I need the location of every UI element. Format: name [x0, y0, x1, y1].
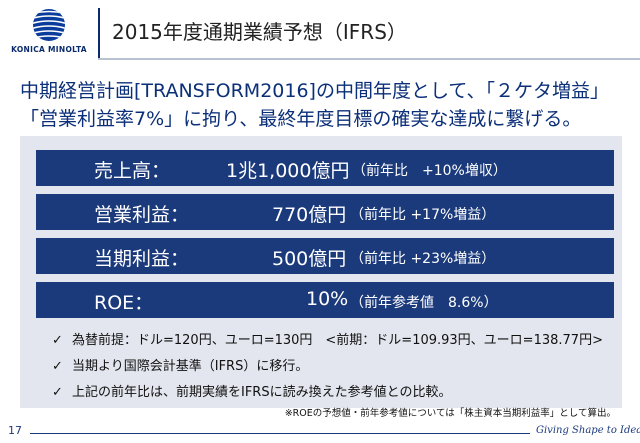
bullet-text: 当期より国際会計基準（IFRS）に移行。 — [72, 359, 309, 374]
metric-label: 営業利益： — [94, 204, 190, 226]
metric-note: （前年比 +23%増益） — [350, 251, 496, 267]
footnote: ※ROEの予想値・前年参考値については「株主資本当期利益率」として算出。 — [284, 408, 616, 419]
metric-bar-net-profit: 当期利益： 500億円 （前年比 +23%増益） — [36, 238, 614, 274]
metric-bar-sales: 売上高： 1兆1,000億円 （前年比 +10%増収） — [36, 150, 614, 186]
metric-note: （前年比 +10%増収） — [352, 163, 507, 179]
globe-logo-icon — [33, 9, 65, 41]
header-divider — [98, 8, 100, 58]
bullet-item: ✓ 上記の前年比は、前期実績をIFRSに読み換えた参考値との比較。 — [52, 381, 451, 400]
bullet-item: ✓ 為替前提：ドル=120円、ユーロ=130円 <前期：ドル=109.93円、ユー… — [52, 329, 603, 348]
metric-value: 770億円 — [272, 204, 347, 226]
footer-rule — [30, 433, 530, 434]
title-underline — [98, 58, 640, 60]
bullet-item: ✓ 当期より国際会計基準（IFRS）に移行。 — [52, 355, 308, 374]
metric-value: 1兆1,000億円 — [226, 160, 350, 182]
logo-text: KONICA MINOLTA — [11, 45, 87, 54]
lead-line-2: 「営業利益率7%」に拘り、最終年度目標の確実な達成に繋げる。 — [20, 108, 582, 130]
metric-note: （前年比 +17%増益） — [350, 207, 496, 223]
lead-line-1: 中期経営計画[TRANSFORM2016]の中間年度として、「２ケタ増益」 — [20, 80, 609, 102]
metric-note: （前年参考値 8.6%） — [350, 295, 498, 311]
metric-value: 500億円 — [272, 248, 347, 270]
checkmark-icon: ✓ — [52, 359, 63, 374]
checkmark-icon: ✓ — [52, 333, 63, 348]
metric-label: ROE： — [94, 292, 154, 314]
checkmark-icon: ✓ — [52, 385, 63, 400]
tagline: Giving Shape to Ideas — [536, 425, 640, 436]
bullet-text: 上記の前年比は、前期実績をIFRSに読み換えた参考値との比較。 — [72, 385, 452, 400]
metric-bar-operating-profit: 営業利益： 770億円 （前年比 +17%増益） — [36, 194, 614, 230]
company-logo: KONICA MINOLTA — [10, 6, 88, 62]
page-number: 17 — [8, 424, 22, 437]
metric-value: 10% — [306, 288, 349, 310]
metric-bar-roe: ROE： 10% （前年参考値 8.6%） — [36, 282, 614, 318]
metric-label: 売上高： — [94, 160, 171, 182]
bullet-text: 為替前提：ドル=120円、ユーロ=130円 <前期：ドル=109.93円、ユーロ… — [72, 333, 603, 348]
metric-label: 当期利益： — [94, 248, 190, 270]
page-title: 2015年度通期業績予想（IFRS） — [112, 20, 407, 44]
